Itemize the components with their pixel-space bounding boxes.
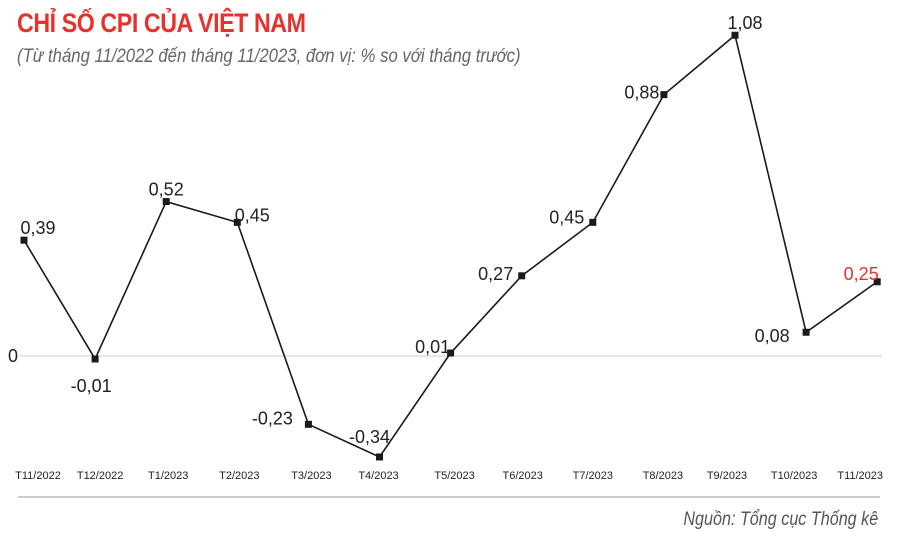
data-point-T12/2022 bbox=[91, 355, 99, 363]
data-point-T11/2023 bbox=[873, 278, 881, 286]
data-point-T3/2023 bbox=[304, 420, 312, 428]
x-tick-label: T11/2023 bbox=[837, 470, 883, 482]
x-tick-label: T11/2022 bbox=[15, 470, 61, 482]
chart-subtitle: (Từ tháng 11/2022 đến tháng 11/2023, đơn… bbox=[17, 46, 521, 67]
x-tick-label: T6/2023 bbox=[503, 470, 543, 482]
source-note: Nguồn: Tổng cục Thống kê bbox=[683, 509, 878, 530]
chart-title: CHỈ SỐ CPI CỦA VIỆT NAM bbox=[17, 8, 306, 38]
x-tick-label: T8/2023 bbox=[643, 470, 683, 482]
x-tick-label: T12/2022 bbox=[77, 470, 123, 482]
data-label-T12/2022: -0,01 bbox=[71, 376, 112, 396]
data-point-T7/2023 bbox=[589, 218, 597, 226]
zero-label: 0 bbox=[8, 346, 18, 366]
data-label-T3/2023: -0,23 bbox=[252, 408, 293, 428]
data-label-T5/2023: 0,01 bbox=[415, 337, 450, 357]
data-point-T2/2023 bbox=[233, 218, 241, 226]
data-point-T1/2023 bbox=[162, 198, 170, 206]
data-label-T10/2023: 0,08 bbox=[755, 326, 790, 346]
data-point-T5/2023 bbox=[447, 349, 455, 357]
data-point-T8/2023 bbox=[660, 91, 668, 99]
data-point-T10/2023 bbox=[802, 328, 810, 336]
x-tick-label: T9/2023 bbox=[707, 470, 747, 482]
x-tick-label: T5/2023 bbox=[434, 470, 474, 482]
data-label-T2/2023: 0,45 bbox=[235, 205, 270, 225]
data-point-T9/2023 bbox=[731, 31, 739, 39]
data-label-T8/2023: 0,88 bbox=[624, 83, 659, 103]
data-point-T6/2023 bbox=[518, 272, 526, 280]
data-label-T9/2023: 1,08 bbox=[727, 13, 762, 33]
x-tick-label: T2/2023 bbox=[219, 470, 259, 482]
x-tick-label: T4/2023 bbox=[358, 470, 398, 482]
x-tick-label: T1/2023 bbox=[148, 470, 188, 482]
data-label-T7/2023: 0,45 bbox=[549, 207, 584, 227]
data-label-T4/2023: -0,34 bbox=[349, 427, 390, 447]
x-tick-label: T3/2023 bbox=[291, 470, 331, 482]
x-tick-label: T7/2023 bbox=[573, 470, 613, 482]
data-label-T6/2023: 0,27 bbox=[478, 264, 513, 284]
x-tick-label: T10/2023 bbox=[771, 470, 817, 482]
series-line bbox=[23, 33, 878, 458]
data-label-T11/2022: 0,39 bbox=[20, 218, 55, 238]
data-label-T1/2023: 0,52 bbox=[149, 180, 184, 200]
data-label-T11/2023: 0,25 bbox=[844, 264, 879, 284]
data-point-T4/2023 bbox=[376, 453, 383, 461]
data-point-T11/2022 bbox=[20, 236, 28, 244]
